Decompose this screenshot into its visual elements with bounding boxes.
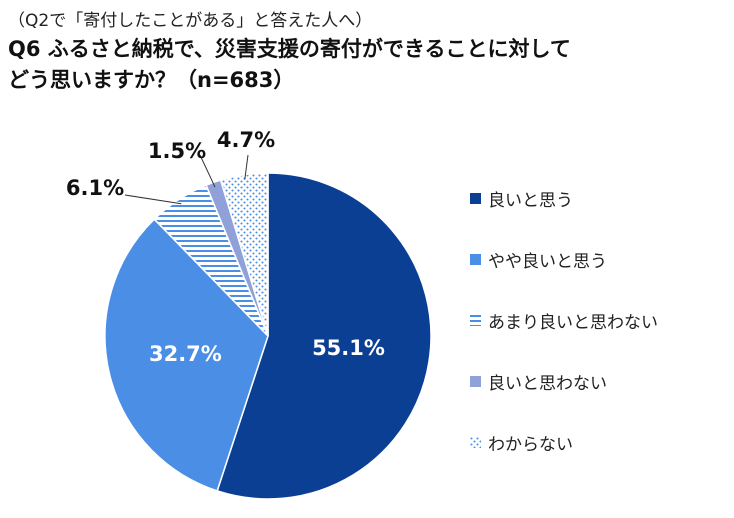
legend: 良いと思う やや良いと思う あまり良いと思わない 良いと思わない わからない bbox=[470, 188, 658, 493]
leader-line bbox=[199, 154, 216, 188]
legend-label: やや良いと思う bbox=[488, 251, 607, 272]
slice-somewhat-good bbox=[104, 218, 269, 492]
slice-unknown bbox=[219, 172, 269, 337]
legend-swatch bbox=[470, 314, 481, 326]
label-somewhat-good: 32.7% bbox=[149, 342, 222, 366]
label-not-very-good: 6.1% bbox=[66, 176, 124, 200]
slice-good bbox=[216, 172, 432, 500]
label-good: 55.1% bbox=[312, 336, 385, 360]
legend-item-not-good: 良いと思わない bbox=[470, 371, 658, 394]
leader-line bbox=[244, 154, 249, 180]
legend-item-not-very-good: あまり良いと思わない bbox=[470, 310, 658, 333]
leader-line bbox=[124, 194, 182, 205]
legend-label: 良いと思わない bbox=[488, 373, 607, 394]
chart-title-line-2: どう思いますか？（n=683） bbox=[8, 68, 295, 92]
legend-swatch bbox=[470, 253, 481, 265]
legend-item-unknown: わからない bbox=[470, 432, 658, 455]
legend-swatch bbox=[470, 192, 481, 204]
legend-item-good: 良いと思う bbox=[470, 188, 658, 211]
legend-swatch bbox=[470, 436, 481, 448]
legend-label: あまり良いと思わない bbox=[488, 312, 658, 333]
legend-label: わからない bbox=[488, 434, 573, 455]
chart-subtitle: （Q2で「寄付したことがある」と答えた人へ） bbox=[8, 11, 373, 31]
chart-title: Q6 ふるさと納税で、災害支援の寄付ができることに対して どう思いますか？（n=… bbox=[8, 34, 571, 96]
legend-item-somewhat-good: やや良いと思う bbox=[470, 249, 658, 272]
label-unknown: 4.7% bbox=[217, 128, 275, 152]
chart-title-line-1: Q6 ふるさと納税で、災害支援の寄付ができることに対して bbox=[8, 37, 571, 61]
legend-swatch bbox=[470, 375, 481, 387]
label-not-good: 1.5% bbox=[148, 139, 206, 163]
legend-label: 良いと思う bbox=[488, 190, 573, 211]
